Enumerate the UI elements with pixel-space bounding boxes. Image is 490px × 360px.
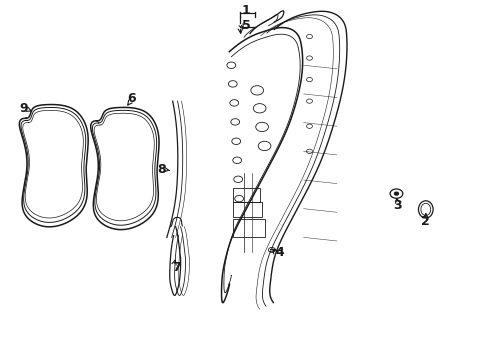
Text: 6: 6: [127, 92, 136, 105]
Text: 7: 7: [172, 261, 181, 274]
Bar: [233, 202, 262, 217]
Circle shape: [394, 192, 398, 195]
Text: 5: 5: [242, 19, 250, 32]
Text: 3: 3: [393, 199, 402, 212]
Text: 9: 9: [20, 102, 28, 115]
Text: 4: 4: [276, 246, 285, 259]
Bar: [233, 220, 265, 237]
Bar: [233, 188, 260, 202]
Text: 2: 2: [421, 215, 430, 228]
Text: 1: 1: [242, 4, 250, 17]
Text: 8: 8: [158, 163, 166, 176]
